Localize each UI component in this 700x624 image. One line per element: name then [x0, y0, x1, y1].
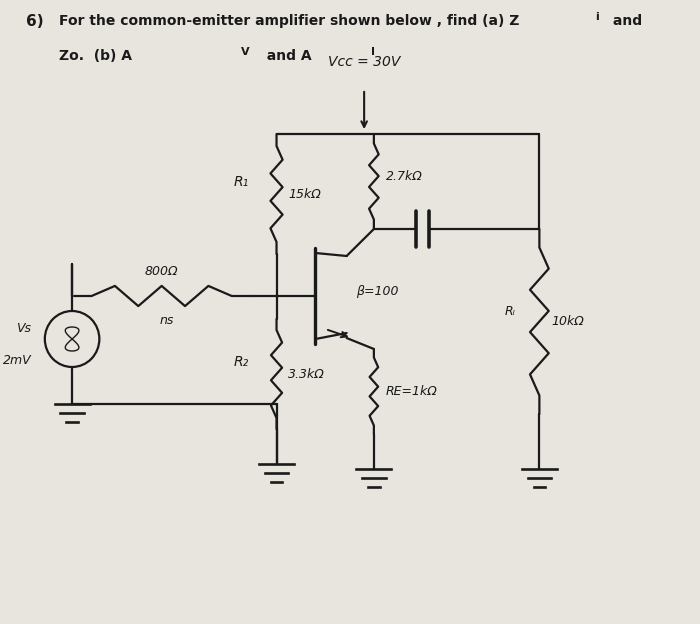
Text: and A: and A	[257, 49, 312, 63]
Text: ns: ns	[160, 314, 174, 327]
Text: Vs: Vs	[16, 323, 32, 336]
Text: For the common-emitter amplifier shown below , find (a) Z: For the common-emitter amplifier shown b…	[60, 14, 520, 28]
Text: 15kΩ: 15kΩ	[288, 187, 321, 200]
Text: and: and	[608, 14, 642, 28]
Text: R₁: R₁	[234, 175, 249, 189]
Text: V: V	[241, 47, 249, 57]
Text: β=100: β=100	[356, 285, 399, 298]
Text: 2mV: 2mV	[3, 354, 31, 368]
Text: Rₗ: Rₗ	[504, 305, 515, 318]
Text: 800Ω: 800Ω	[145, 265, 178, 278]
Text: R₂: R₂	[234, 355, 249, 369]
Text: i: i	[595, 12, 598, 22]
Text: I: I	[371, 47, 375, 57]
Text: Vcc = 30V: Vcc = 30V	[328, 55, 400, 69]
Text: RE=1kΩ: RE=1kΩ	[386, 385, 438, 398]
Text: Zo.  (b) A: Zo. (b) A	[60, 49, 132, 63]
Text: 10kΩ: 10kΩ	[551, 315, 584, 328]
Text: 3.3kΩ: 3.3kΩ	[288, 368, 325, 381]
Text: 2.7kΩ: 2.7kΩ	[386, 170, 422, 183]
Text: 6): 6)	[27, 14, 44, 29]
